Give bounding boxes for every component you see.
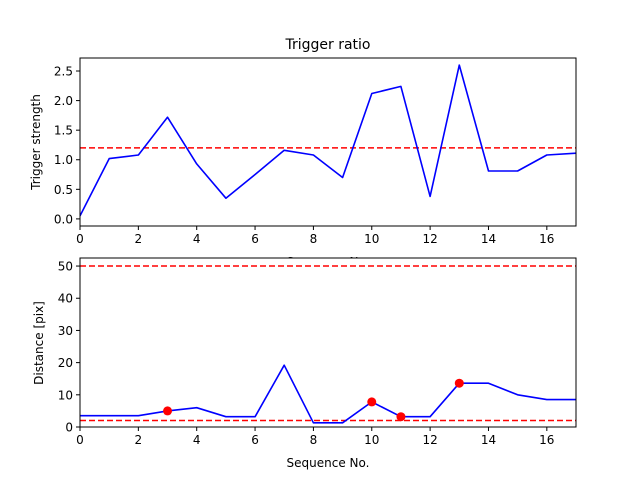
y-tick-label: 50 — [58, 260, 73, 274]
y-tick-label: 30 — [58, 324, 73, 338]
x-tick-label: 0 — [76, 433, 84, 447]
distance-panel: Distance [pix] Sequence No. 0 2 4 6 8 10 12 14 1… — [32, 257, 577, 470]
y-tick-label: 2.0 — [54, 94, 73, 108]
y-tick-label: 0.5 — [54, 183, 73, 197]
data-point-marker — [367, 397, 377, 407]
y-tick-label: 1.0 — [54, 153, 73, 167]
x-tick-label: 14 — [481, 433, 496, 447]
y-tick-label: 1.5 — [54, 124, 73, 138]
y-tick-label: 0.0 — [54, 212, 73, 226]
y-tick-label: 0 — [65, 421, 73, 435]
data-point-marker — [396, 412, 406, 422]
x-tick-label: 10 — [364, 232, 379, 246]
y-axis-label: Trigger strength — [29, 94, 43, 191]
axes-frame — [79, 257, 577, 428]
x-tick-label: 0 — [76, 232, 84, 246]
x-tick-label: 6 — [251, 232, 259, 246]
x-tick-label: 16 — [539, 232, 554, 246]
axes-background — [80, 258, 576, 427]
x-tick-label: 12 — [422, 433, 437, 447]
data-point-marker — [163, 406, 173, 416]
y-axis-label: Distance [pix] — [32, 301, 46, 385]
axes-frame — [79, 57, 577, 227]
x-axis-label: Sequence No. — [287, 456, 370, 470]
x-tick-label: 16 — [539, 433, 554, 447]
trigger-ratio-panel: Trigger ratio Trigger strength Sequence … — [29, 37, 577, 269]
x-tick-label: 4 — [193, 433, 201, 447]
x-tick-label: 12 — [422, 232, 437, 246]
y-tick-label: 10 — [58, 388, 73, 402]
x-tick-label: 2 — [135, 232, 143, 246]
x-tick-label: 10 — [364, 433, 379, 447]
x-tick-label: 6 — [251, 433, 259, 447]
data-point-marker — [454, 378, 464, 388]
y-tick-label: 40 — [58, 292, 73, 306]
y-tick-label: 2.5 — [54, 65, 73, 79]
x-tick-label: 14 — [481, 232, 496, 246]
x-tick-label: 8 — [310, 232, 318, 246]
x-tick-label: 2 — [135, 433, 143, 447]
x-tick-label: 4 — [193, 232, 201, 246]
series-line — [80, 64, 576, 217]
y-tick-label: 20 — [58, 356, 73, 370]
chart-title: Trigger ratio — [284, 37, 370, 53]
x-tick-label: 8 — [310, 433, 318, 447]
series-line — [80, 364, 576, 424]
